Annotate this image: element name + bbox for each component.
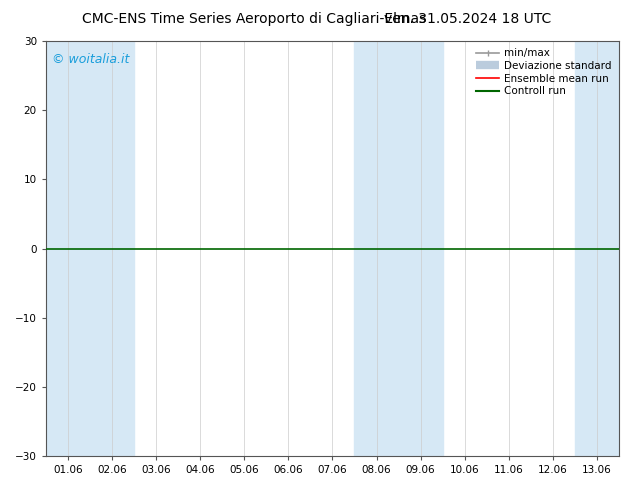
Bar xyxy=(575,41,619,456)
Bar xyxy=(399,41,443,456)
Bar xyxy=(354,41,399,456)
Bar xyxy=(90,41,134,456)
Text: © woitalia.it: © woitalia.it xyxy=(51,53,129,67)
Bar xyxy=(46,41,90,456)
Text: CMC-ENS Time Series Aeroporto di Cagliari-Elmas: CMC-ENS Time Series Aeroporto di Cagliar… xyxy=(82,12,427,26)
Text: ven. 31.05.2024 18 UTC: ven. 31.05.2024 18 UTC xyxy=(384,12,552,26)
Legend: min/max, Deviazione standard, Ensemble mean run, Controll run: min/max, Deviazione standard, Ensemble m… xyxy=(472,44,616,100)
